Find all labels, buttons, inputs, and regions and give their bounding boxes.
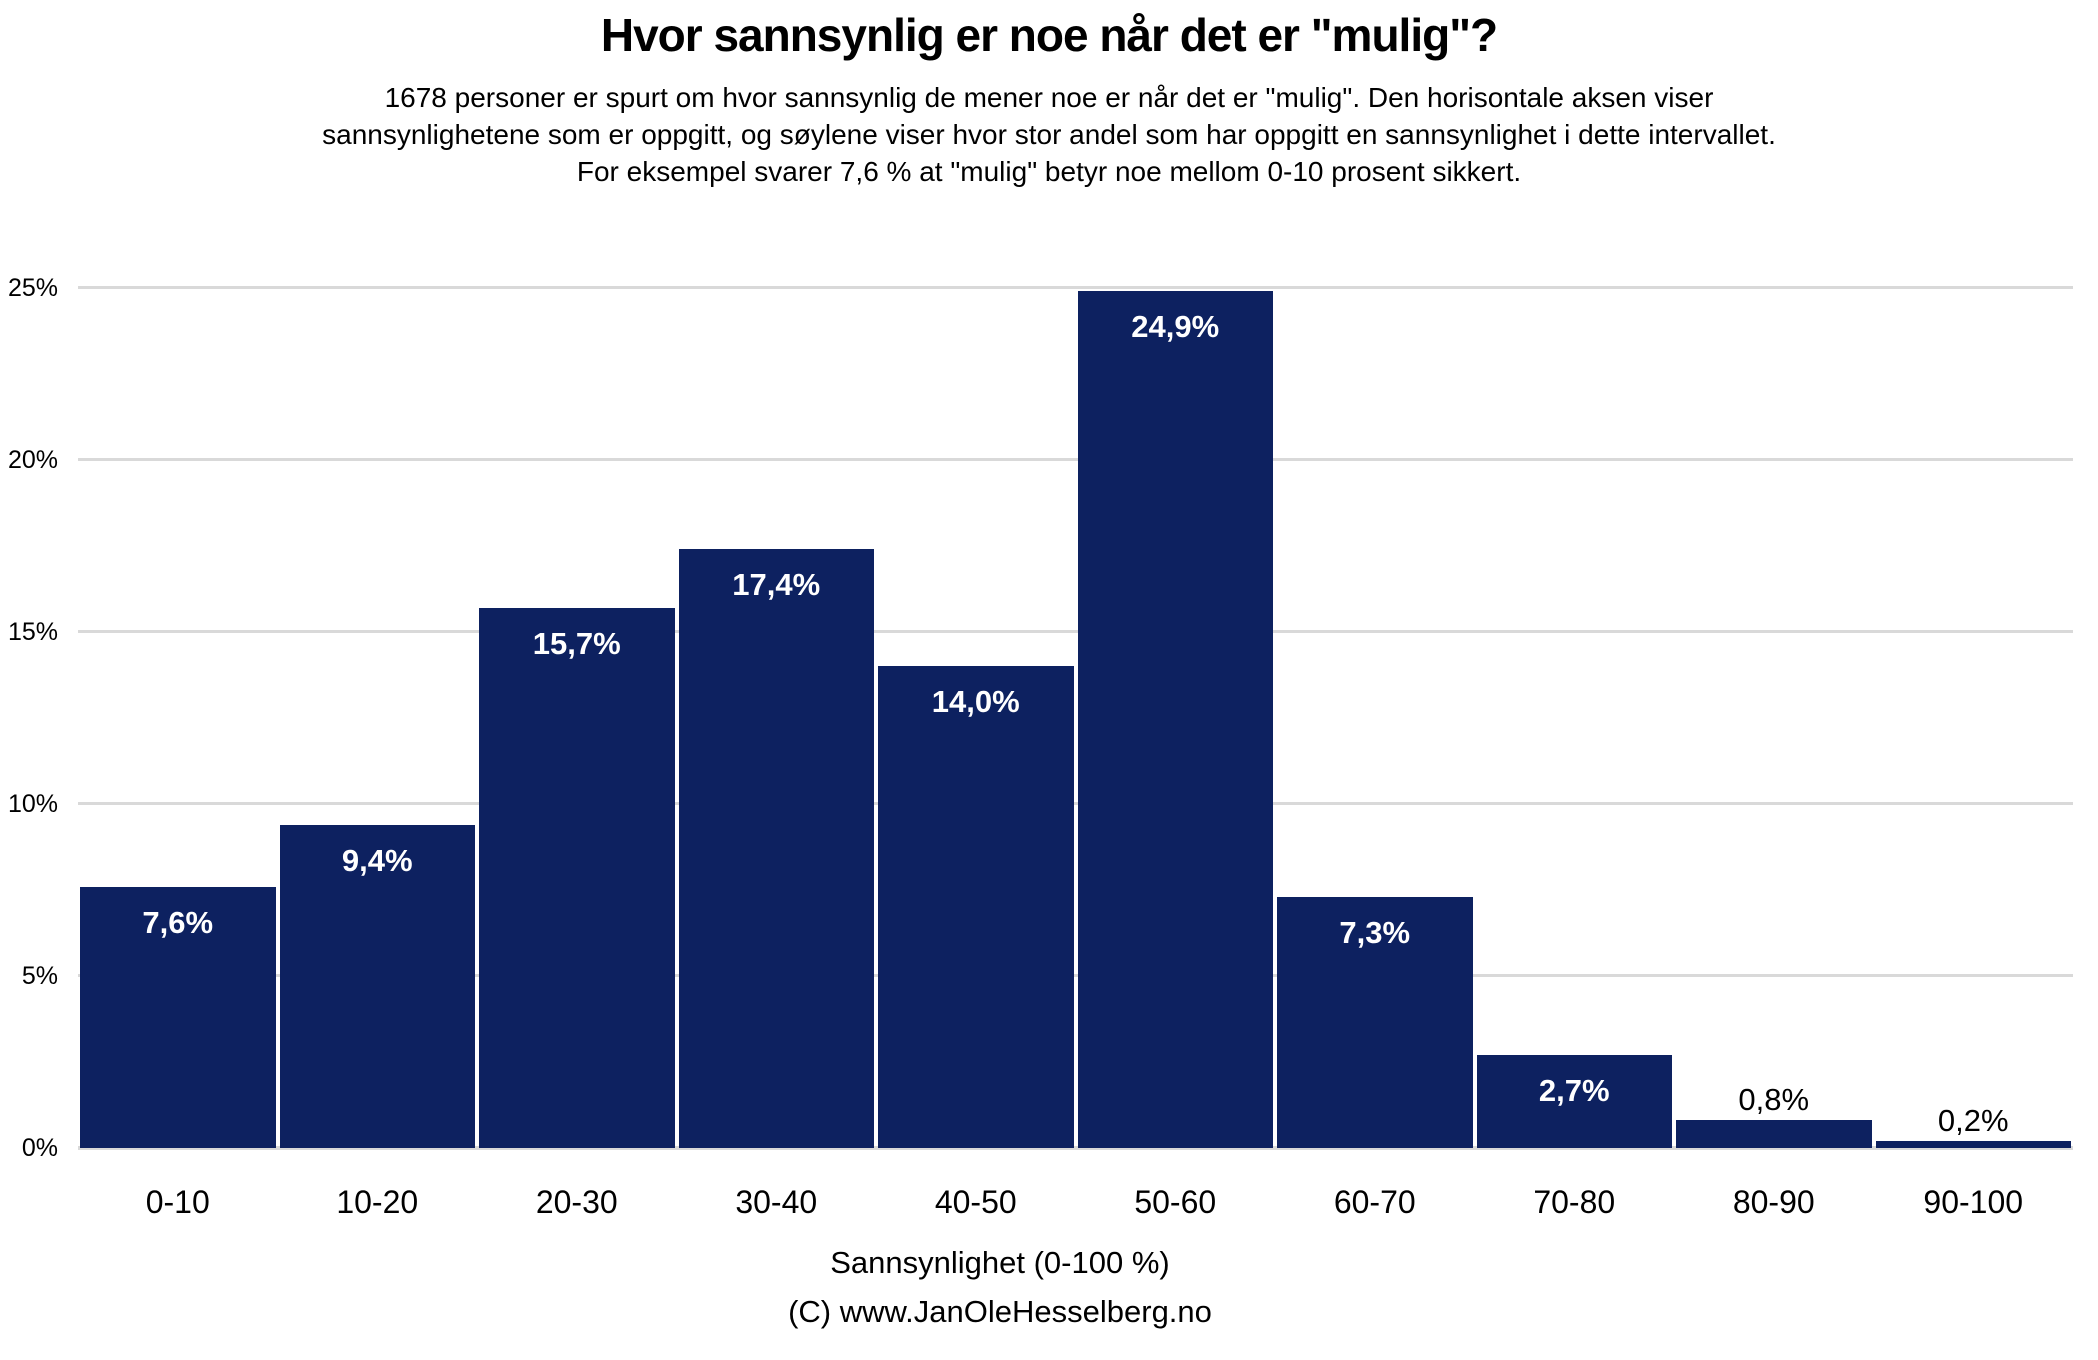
bar-slot: 7,6%	[78, 288, 278, 1148]
x-axis-title: Sannsynlighet (0-100 %)	[830, 1245, 1170, 1280]
bar-value-label: 14,0%	[931, 684, 1020, 720]
bar-slot: 7,3%	[1275, 288, 1475, 1148]
bar: 7,6%	[80, 886, 276, 1148]
subtitle-line: sannsynlighetene som er oppgitt, og søyl…	[322, 119, 1776, 150]
plot-area: 7,6% 9,4% 15,7% 17,4% 14,0% 24,9% 7,3% 2,7% 0,8%…	[78, 286, 2073, 1150]
bar-slot: 9,4%	[278, 288, 478, 1148]
bar-value-label: 2,7%	[1538, 1073, 1610, 1109]
x-axis-label: 50-60	[1134, 1184, 1217, 1220]
bar: 15,7%	[479, 607, 675, 1148]
bar: 0,2%	[1875, 1103, 2071, 1148]
bar-value-label: 0,2%	[1937, 1103, 2009, 1139]
bar: 0,8%	[1676, 1082, 1872, 1148]
bar-slot: 14,0%	[876, 288, 1076, 1148]
bar-value-label: 0,8%	[1738, 1082, 1810, 1118]
x-axis-baseline	[78, 1146, 2073, 1150]
x-axis-label: 60-70	[1333, 1184, 1416, 1220]
bar-slot: 24,9%	[1076, 288, 1276, 1148]
bar: 14,0%	[878, 666, 1074, 1148]
gridline	[78, 802, 2073, 805]
x-axis-label: 10-20	[336, 1184, 419, 1220]
bar-slot: 0,2%	[1874, 288, 2074, 1148]
y-axis-label: 5%	[21, 962, 58, 990]
gridline	[78, 974, 2073, 977]
y-axis-label: 25%	[7, 274, 58, 302]
gridline	[78, 286, 2073, 289]
x-axis-label: 30-40	[735, 1184, 818, 1220]
bar-value-label: 7,3%	[1339, 914, 1411, 950]
x-axis-labels: 0-10 10-20 20-30 30-40 40-50 50-60 60-70 70-80 8…	[78, 1184, 2073, 1221]
bar-value-label: 9,4%	[341, 842, 413, 878]
x-axis-label: 0-10	[145, 1184, 210, 1220]
y-axis-label: 10%	[7, 790, 58, 818]
bar-slot: 0,8%	[1674, 288, 1874, 1148]
bar: 7,3%	[1277, 896, 1473, 1148]
bar-value-label: 24,9%	[1131, 309, 1220, 345]
bar: 24,9%	[1077, 291, 1273, 1148]
y-axis-label: 0%	[21, 1134, 58, 1162]
x-axis-label: 70-80	[1533, 1184, 1616, 1220]
bar: 17,4%	[678, 549, 874, 1148]
x-axis-label: 90-100	[1923, 1184, 2024, 1220]
y-axis-label: 15%	[7, 618, 58, 646]
bar-slot: 17,4%	[677, 288, 877, 1148]
bar-slot: 2,7%	[1475, 288, 1675, 1148]
subtitle-line: For eksempel svarer 7,6 % at "mulig" bet…	[576, 156, 1522, 187]
bar-value-label: 7,6%	[142, 904, 214, 940]
x-axis-label: 80-90	[1732, 1184, 1815, 1220]
gridline	[78, 630, 2073, 633]
x-axis-label: 20-30	[535, 1184, 618, 1220]
gridline	[78, 458, 2073, 461]
chart-title: Hvor sannsynlig er noe når det er "mulig…	[600, 9, 1498, 61]
bar-value-label: 15,7%	[532, 625, 621, 661]
copyright-caption: (C) www.JanOleHesselberg.no	[788, 1294, 1212, 1329]
y-axis-label: 20%	[7, 446, 58, 474]
bar: 2,7%	[1476, 1055, 1672, 1148]
bar: 9,4%	[279, 824, 475, 1148]
x-axis-label: 40-50	[934, 1184, 1017, 1220]
bars-row: 7,6% 9,4% 15,7% 17,4% 14,0% 24,9% 7,3% 2,7% 0,8%…	[78, 288, 2073, 1148]
subtitle-line: 1678 personer er spurt om hvor sannsynli…	[384, 82, 1714, 113]
bar-slot: 15,7%	[477, 288, 677, 1148]
bar-value-label: 17,4%	[732, 567, 821, 603]
chart-subtitle: 1678 personer er spurt om hvor sannsynli…	[0, 79, 2098, 190]
